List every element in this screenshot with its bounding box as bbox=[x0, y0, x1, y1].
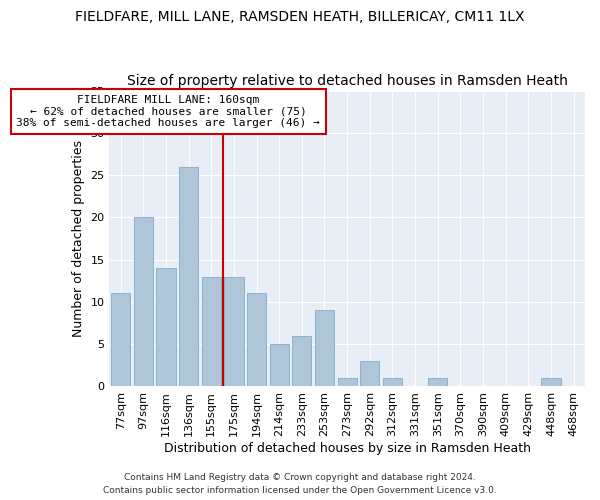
Title: Size of property relative to detached houses in Ramsden Heath: Size of property relative to detached ho… bbox=[127, 74, 568, 88]
Bar bbox=[315, 310, 334, 386]
Bar bbox=[134, 218, 153, 386]
Bar bbox=[157, 268, 176, 386]
Bar bbox=[383, 378, 402, 386]
Bar bbox=[247, 294, 266, 386]
Bar bbox=[202, 276, 221, 386]
Bar bbox=[360, 361, 379, 386]
Bar bbox=[338, 378, 357, 386]
X-axis label: Distribution of detached houses by size in Ramsden Heath: Distribution of detached houses by size … bbox=[164, 442, 530, 455]
Text: FIELDFARE, MILL LANE, RAMSDEN HEATH, BILLERICAY, CM11 1LX: FIELDFARE, MILL LANE, RAMSDEN HEATH, BIL… bbox=[75, 10, 525, 24]
Text: FIELDFARE MILL LANE: 160sqm
← 62% of detached houses are smaller (75)
38% of sem: FIELDFARE MILL LANE: 160sqm ← 62% of det… bbox=[16, 95, 320, 128]
Y-axis label: Number of detached properties: Number of detached properties bbox=[72, 140, 85, 337]
Bar bbox=[179, 166, 198, 386]
Bar bbox=[269, 344, 289, 387]
Bar bbox=[224, 276, 244, 386]
Bar bbox=[111, 294, 130, 386]
Bar bbox=[541, 378, 560, 386]
Bar bbox=[292, 336, 311, 386]
Bar bbox=[428, 378, 448, 386]
Text: Contains HM Land Registry data © Crown copyright and database right 2024.
Contai: Contains HM Land Registry data © Crown c… bbox=[103, 474, 497, 495]
